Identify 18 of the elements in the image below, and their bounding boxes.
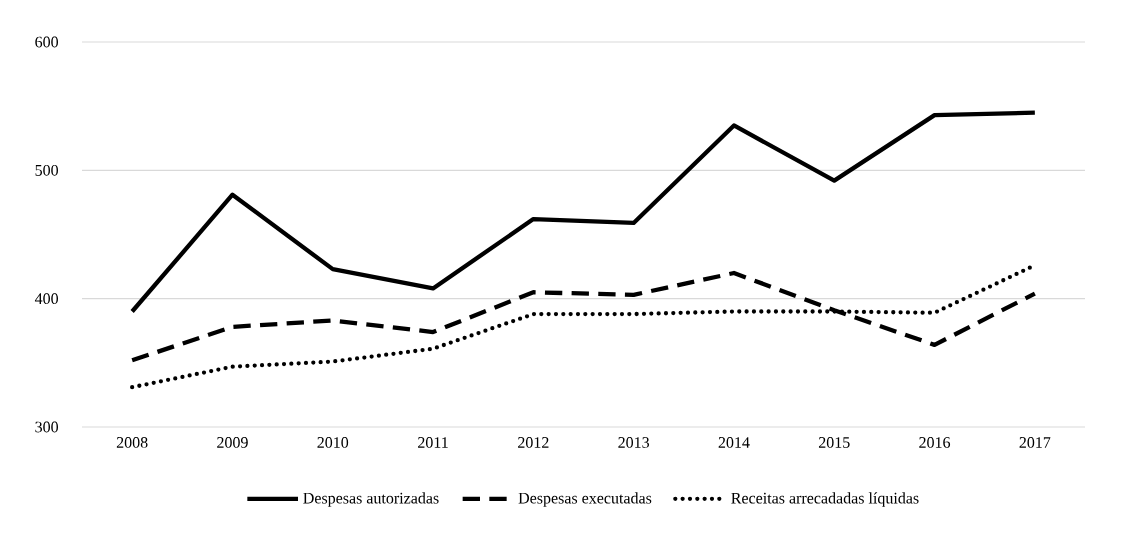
y-tick-label: 600 [35,36,59,48]
x-tick-label: 2016 [919,437,951,448]
legend-label: Despesas executadas [518,492,652,507]
legend-label: Despesas autorizadas [303,492,439,507]
x-tick-label: 2012 [518,437,549,448]
x-tick-label: 2017 [1019,437,1051,448]
x-tick-label: 2008 [116,437,148,448]
x-tick-label: 2011 [418,437,448,448]
x-tick-label: 2015 [818,437,850,448]
x-tick-label: 2009 [217,437,248,448]
y-tick-label: 500 [35,164,59,176]
x-tick-label: 2014 [718,437,750,448]
x-tick-label: 2010 [317,437,349,448]
y-tick-label: 300 [35,421,59,433]
line-series [130,110,1037,314]
legend-label: Receitas arrecadadas líquidas [731,492,919,507]
y-tick-label: 400 [34,293,59,305]
x-tick-label: 2013 [618,437,650,448]
